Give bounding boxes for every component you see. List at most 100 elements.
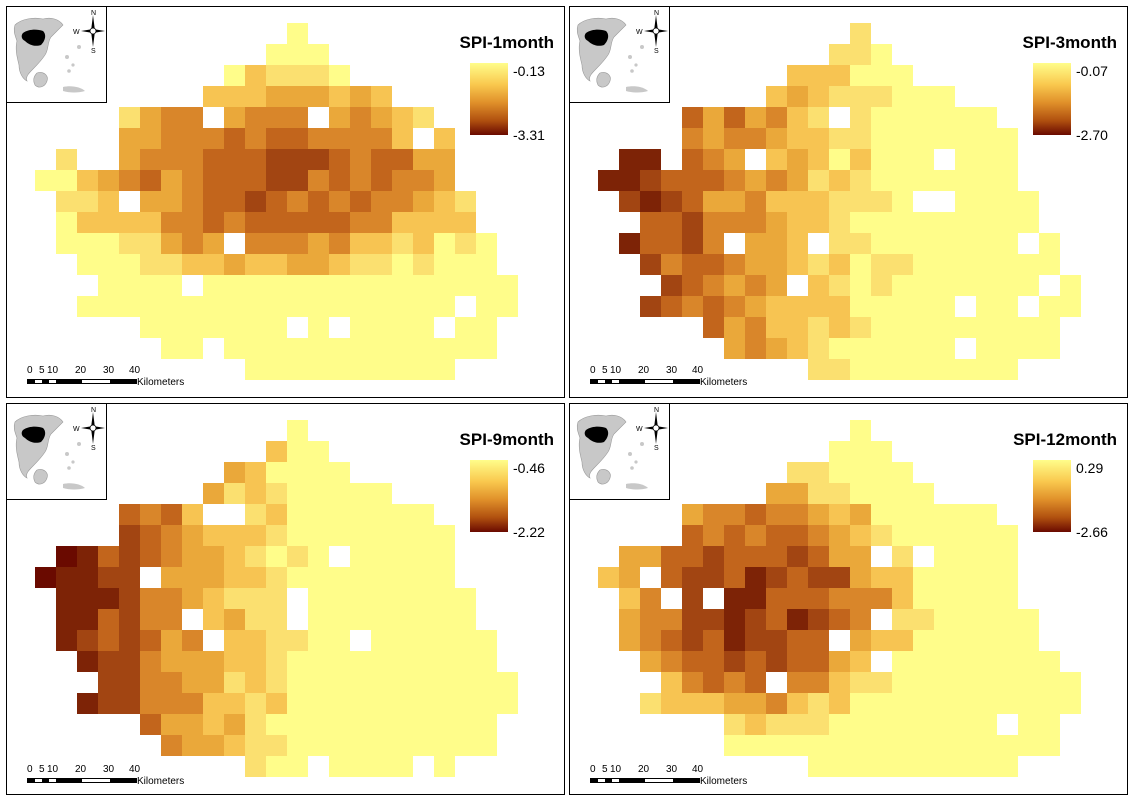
raster-cell [56,149,77,170]
raster-cell [1060,672,1081,693]
raster-cell [913,525,934,546]
raster-cell [997,359,1018,380]
raster-cell [434,609,455,630]
raster-cell [934,651,955,672]
raster-cell [766,254,787,275]
raster-cell [808,254,829,275]
raster-cell [497,672,518,693]
raster-cell [745,630,766,651]
raster-cell [224,317,245,338]
raster-cell [787,107,808,128]
raster-cell [766,128,787,149]
raster-cell [434,525,455,546]
raster-cell [455,630,476,651]
raster-cell [787,65,808,86]
raster-cell [787,128,808,149]
raster-cell [77,233,98,254]
raster-cell [808,359,829,380]
raster-cell [329,588,350,609]
raster-cell [808,525,829,546]
raster-cell [161,296,182,317]
raster-cell [955,107,976,128]
raster-cell [308,462,329,483]
raster-cell [745,651,766,672]
raster-cell [850,44,871,65]
raster-cell [892,317,913,338]
raster-cell [287,107,308,128]
raster-cell [682,170,703,191]
raster-cell [182,254,203,275]
raster-cell [808,149,829,170]
raster-cell [77,630,98,651]
scale-tick-label: 5 [602,764,608,775]
raster-cell [350,107,371,128]
raster-cell [308,483,329,504]
raster-cell [892,275,913,296]
raster-cell [850,23,871,44]
raster-cell [182,630,203,651]
raster-cell [287,462,308,483]
raster-cell [703,191,724,212]
raster-cell [140,275,161,296]
raster-cell [808,191,829,212]
raster-cell [934,212,955,233]
raster-cell [413,107,434,128]
raster-cell [371,525,392,546]
raster-cell [661,672,682,693]
raster-cell [766,735,787,756]
raster-cell [140,296,161,317]
raster-cell [476,630,497,651]
raster-cell [892,630,913,651]
raster-cell [203,714,224,735]
raster-cell [161,546,182,567]
raster-cell [955,609,976,630]
raster-cell [371,107,392,128]
raster-cell [224,338,245,359]
raster-cell [371,275,392,296]
raster-cell [766,567,787,588]
raster-cell [308,546,329,567]
raster-cell [308,735,329,756]
raster-cell [829,65,850,86]
raster-cell [140,212,161,233]
raster-cell [476,693,497,714]
raster-cell [787,609,808,630]
raster-cell [808,714,829,735]
raster-cell [455,317,476,338]
raster-cell [245,504,266,525]
raster-cell [245,630,266,651]
raster-cell [787,588,808,609]
raster-cell [287,525,308,546]
raster-cell [724,296,745,317]
scale-unit-label: Kilometers [700,776,748,787]
raster-cell [455,254,476,275]
raster-cell [913,609,934,630]
raster-cell [808,651,829,672]
raster-cell [161,651,182,672]
raster-cell [829,504,850,525]
raster-cell [119,630,140,651]
raster-cell [682,275,703,296]
raster-cell [829,756,850,777]
raster-cell [161,149,182,170]
raster-cell [934,672,955,693]
raster-cell [392,630,413,651]
raster-cell [329,359,350,380]
raster-cell [913,254,934,275]
raster-cell [682,672,703,693]
svg-text:N: N [91,407,96,414]
raster-cell [413,191,434,212]
raster-cell [1039,693,1060,714]
svg-text:N: N [654,10,659,17]
raster-cell [434,588,455,609]
raster-cell [266,462,287,483]
legend-color-ramp [1033,460,1071,532]
raster-cell [808,107,829,128]
raster-cell [98,609,119,630]
raster-cell [829,44,850,65]
raster-cell [329,233,350,254]
raster-cell [787,504,808,525]
raster-cell [829,170,850,191]
raster-cell [350,588,371,609]
raster-cell [203,609,224,630]
